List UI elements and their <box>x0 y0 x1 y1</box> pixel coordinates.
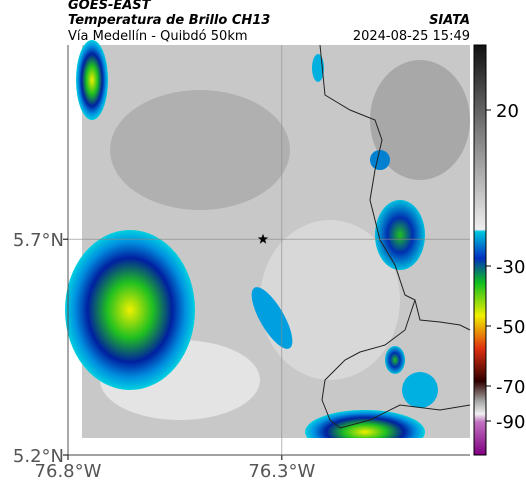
colorbar-tick-label: -70 <box>496 377 525 398</box>
colorbar-tick-label: 20 <box>496 101 519 122</box>
y-tick-label: 5.2°N <box>13 446 64 467</box>
subtitle: Vía Medellín - Quibdó 50km <box>68 29 248 44</box>
title: Temperatura de Brillo CH13 <box>68 13 270 28</box>
product: GOES-EAST <box>68 0 152 13</box>
map-image <box>65 40 471 455</box>
storm-cell <box>370 150 390 170</box>
header: GOES-EAST Temperatura de Brillo CH13 SIA… <box>68 0 470 44</box>
storm-cell <box>385 346 405 374</box>
cloud <box>370 60 470 180</box>
colorbar-scale <box>473 44 487 456</box>
storm-cell <box>312 54 324 82</box>
colorbar-tick-label: -90 <box>496 412 525 433</box>
x-tick-label: 76.3°W <box>248 461 315 482</box>
colorbar <box>473 44 487 456</box>
storm-cell <box>76 40 108 120</box>
y-tick-label: 5.7°N <box>13 230 64 251</box>
colorbar-tick-label: -50 <box>496 317 525 338</box>
storm-cell <box>402 372 438 408</box>
source: SIATA <box>429 13 470 28</box>
colorbar-tick-label: -30 <box>496 257 525 278</box>
storm-cell <box>251 287 293 349</box>
storm-cell <box>375 200 425 270</box>
x-tick-label: 76.8°W <box>35 461 102 482</box>
storm-cell <box>65 230 195 390</box>
border <box>319 44 471 429</box>
margin <box>82 438 470 455</box>
timestamp: 2024-08-25 15:49 <box>353 29 470 44</box>
cloud <box>260 220 400 380</box>
location-marker <box>257 233 269 244</box>
cloud <box>110 90 290 210</box>
